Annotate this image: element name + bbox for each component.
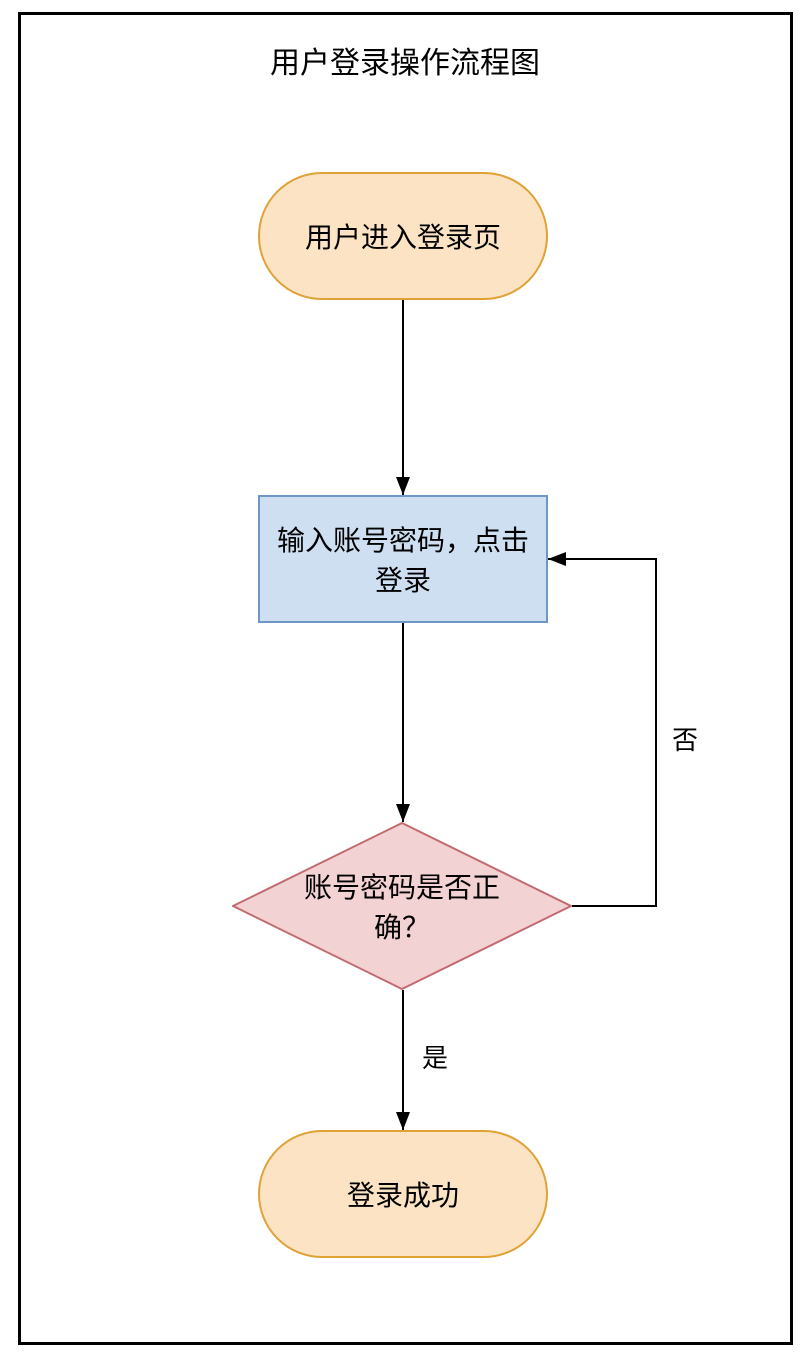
process-node-input: 输入账号密码，点击登录 [258,495,548,623]
end-node-label: 登录成功 [347,1174,459,1214]
edge-label-yes: 是 [418,1038,452,1075]
decision-node-label: 账号密码是否正确？ [302,866,502,946]
process-node-label: 输入账号密码，点击登录 [270,519,536,599]
start-node-label: 用户进入登录页 [305,216,501,256]
start-node: 用户进入登录页 [258,172,548,300]
flowchart-container: 用户登录操作流程图 用户进入登录页 输入账号密码，点击登录 账号密码是否正确？ … [0,0,811,1359]
diagram-title: 用户登录操作流程图 [270,38,540,82]
edge-label-no: 否 [668,720,702,757]
end-node: 登录成功 [258,1130,548,1258]
decision-node: 账号密码是否正确？ [232,822,572,990]
